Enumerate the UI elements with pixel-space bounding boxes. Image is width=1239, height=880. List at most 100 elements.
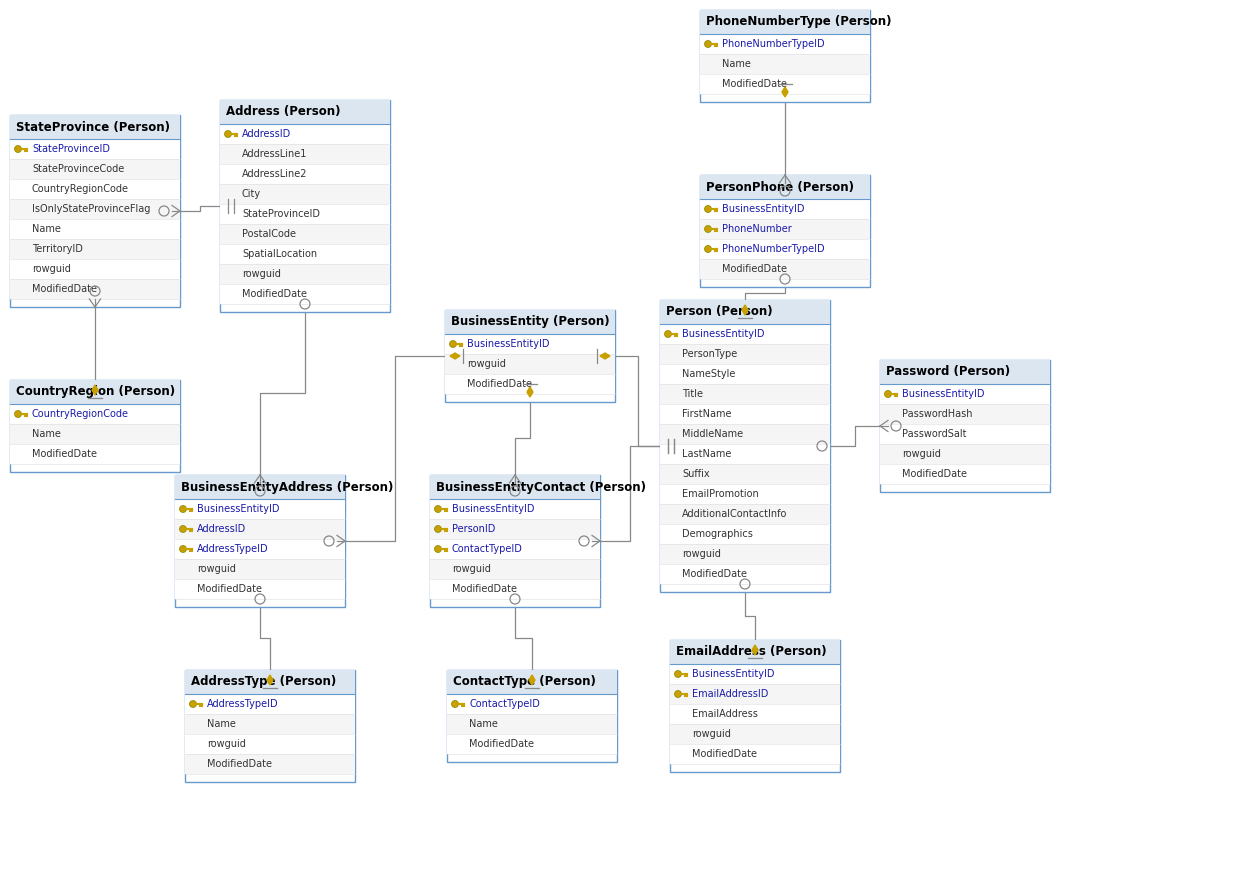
- Bar: [660, 564, 830, 584]
- Bar: [670, 724, 840, 744]
- Text: BusinessEntityContact (Person): BusinessEntityContact (Person): [436, 480, 646, 494]
- Circle shape: [450, 341, 456, 348]
- Text: Name: Name: [722, 59, 751, 69]
- Polygon shape: [266, 675, 273, 685]
- Text: AddressID: AddressID: [242, 129, 291, 139]
- Text: BusinessEntity (Person): BusinessEntity (Person): [451, 316, 610, 328]
- Text: MiddleName: MiddleName: [681, 429, 743, 439]
- Text: ModifiedDate: ModifiedDate: [681, 569, 747, 579]
- Circle shape: [705, 246, 711, 253]
- Text: SpatialLocation: SpatialLocation: [242, 249, 317, 259]
- Bar: [10, 199, 180, 219]
- Bar: [221, 184, 390, 204]
- Text: ContactType (Person): ContactType (Person): [453, 676, 596, 688]
- Text: BusinessEntityID: BusinessEntityID: [681, 329, 764, 339]
- Bar: [221, 100, 390, 124]
- Bar: [10, 380, 180, 472]
- Bar: [880, 444, 1049, 464]
- Bar: [221, 124, 390, 144]
- Text: StateProvinceID: StateProvinceID: [242, 209, 320, 219]
- Bar: [10, 239, 180, 259]
- Bar: [660, 544, 830, 564]
- Bar: [10, 279, 180, 299]
- Bar: [660, 524, 830, 544]
- Bar: [221, 164, 390, 184]
- Text: rowguid: rowguid: [681, 549, 721, 559]
- Bar: [445, 354, 615, 374]
- Text: rowguid: rowguid: [902, 449, 940, 459]
- Text: PasswordHash: PasswordHash: [902, 409, 973, 419]
- Bar: [447, 670, 617, 762]
- Polygon shape: [529, 675, 535, 685]
- Text: StateProvinceCode: StateProvinceCode: [32, 164, 124, 174]
- Bar: [880, 464, 1049, 484]
- Bar: [10, 444, 180, 464]
- Polygon shape: [600, 353, 610, 359]
- Text: PostalCode: PostalCode: [242, 229, 296, 239]
- Polygon shape: [752, 645, 758, 655]
- Bar: [670, 640, 840, 664]
- Text: ModifiedDate: ModifiedDate: [693, 749, 757, 759]
- Bar: [10, 159, 180, 179]
- Text: TerritoryID: TerritoryID: [32, 244, 83, 254]
- Bar: [700, 10, 870, 102]
- Polygon shape: [450, 353, 460, 359]
- Text: Address (Person): Address (Person): [225, 106, 341, 119]
- Circle shape: [435, 546, 441, 553]
- Text: ModifiedDate: ModifiedDate: [902, 469, 966, 479]
- Bar: [880, 360, 1049, 384]
- Bar: [447, 734, 617, 754]
- Circle shape: [224, 130, 232, 137]
- Text: EmailPromotion: EmailPromotion: [681, 489, 758, 499]
- Bar: [430, 519, 600, 539]
- Text: Name: Name: [207, 719, 235, 729]
- Text: BusinessEntityAddress (Person): BusinessEntityAddress (Person): [181, 480, 393, 494]
- Bar: [670, 704, 840, 724]
- Bar: [185, 754, 356, 774]
- Bar: [660, 364, 830, 384]
- Bar: [660, 484, 830, 504]
- Text: LastName: LastName: [681, 449, 731, 459]
- Bar: [175, 579, 344, 599]
- Bar: [660, 300, 830, 592]
- Text: PersonPhone (Person): PersonPhone (Person): [706, 180, 854, 194]
- Text: AddressLine2: AddressLine2: [242, 169, 307, 179]
- Text: City: City: [242, 189, 261, 199]
- Text: BusinessEntityID: BusinessEntityID: [452, 504, 534, 514]
- Bar: [700, 199, 870, 219]
- Text: BusinessEntityID: BusinessEntityID: [693, 669, 774, 679]
- Bar: [430, 559, 600, 579]
- Text: rowguid: rowguid: [452, 564, 491, 574]
- Bar: [447, 714, 617, 734]
- Bar: [430, 579, 600, 599]
- Bar: [430, 475, 600, 607]
- Text: AddressTypeID: AddressTypeID: [197, 544, 269, 554]
- Text: ModifiedDate: ModifiedDate: [32, 449, 97, 459]
- Circle shape: [705, 225, 711, 232]
- Circle shape: [15, 410, 21, 417]
- Bar: [660, 344, 830, 364]
- Text: BusinessEntityID: BusinessEntityID: [197, 504, 280, 514]
- Circle shape: [180, 505, 187, 512]
- Text: rowguid: rowguid: [693, 729, 731, 739]
- Circle shape: [885, 391, 892, 398]
- Text: Person (Person): Person (Person): [667, 305, 773, 319]
- Bar: [700, 259, 870, 279]
- Bar: [447, 670, 617, 694]
- Text: PersonID: PersonID: [452, 524, 496, 534]
- Bar: [10, 404, 180, 424]
- Text: PasswordSalt: PasswordSalt: [902, 429, 966, 439]
- Bar: [445, 310, 615, 402]
- Bar: [700, 219, 870, 239]
- Circle shape: [705, 40, 711, 48]
- Bar: [670, 664, 840, 684]
- Text: ModifiedDate: ModifiedDate: [722, 264, 787, 274]
- Text: rowguid: rowguid: [32, 264, 71, 274]
- Polygon shape: [742, 305, 748, 315]
- Text: Suffix: Suffix: [681, 469, 710, 479]
- Bar: [221, 224, 390, 244]
- Bar: [700, 10, 870, 34]
- Bar: [700, 175, 870, 199]
- Text: EmailAddress: EmailAddress: [693, 709, 758, 719]
- Bar: [660, 404, 830, 424]
